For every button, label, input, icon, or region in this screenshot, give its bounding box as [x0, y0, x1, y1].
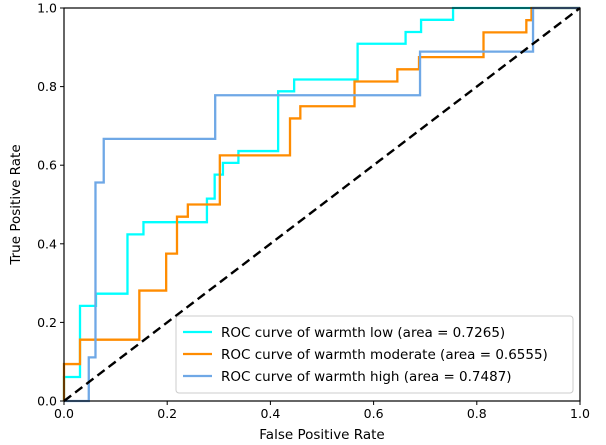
x-tick-label: 1.0: [570, 406, 590, 421]
x-tick-label: 0.2: [157, 406, 177, 421]
legend-entry-label: ROC curve of warmth high (area = 0.7487): [221, 369, 512, 385]
y-tick-label: 0.4: [37, 236, 57, 251]
roc-curve-2: [62, 6, 580, 401]
x-tick-label: 0.6: [364, 406, 384, 421]
x-axis-label: False Positive Rate: [259, 427, 384, 443]
y-tick-label: 0.0: [37, 394, 57, 409]
y-tick-label: 0.6: [37, 158, 57, 173]
x-tick-label: 0.8: [467, 406, 487, 421]
y-tick-label: 1.0: [37, 1, 57, 16]
y-axis-ticks: 0.0 0.2 0.4 0.6 0.8 1.0: [37, 1, 64, 409]
legend: ROC curve of warmth low (area = 0.7265) R…: [175, 315, 574, 394]
y-axis-label: True Positive Rate: [8, 144, 24, 265]
x-axis-ticks: 0.0 0.2 0.4 0.6 0.8 1.0: [54, 401, 590, 421]
roc-curve-3: [64, 6, 580, 403]
y-tick-label: 0.2: [37, 315, 57, 330]
legend-box: [175, 315, 574, 394]
legend-entry-label: ROC curve of warmth low (area = 0.7265): [221, 325, 505, 341]
x-tick-label: 0.0: [54, 406, 74, 421]
chance-reference-line: [63, 7, 581, 402]
roc-curves: [62, 6, 580, 403]
legend-entry-label: ROC curve of warmth moderate (area = 0.6…: [221, 347, 548, 363]
y-tick-label: 0.8: [37, 79, 57, 94]
plot-frame: [63, 7, 581, 402]
x-tick-label: 0.4: [260, 406, 280, 421]
